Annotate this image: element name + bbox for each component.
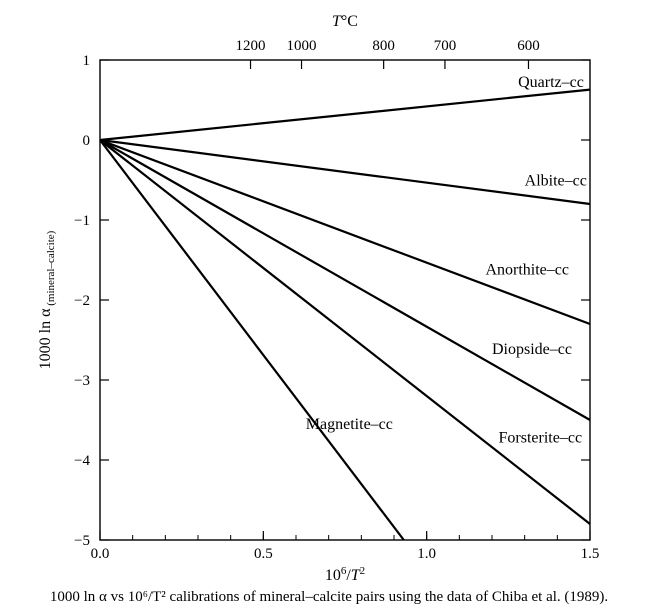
series-label: Magnetite–cc	[306, 416, 393, 433]
series-line	[100, 140, 590, 524]
top-tick-label: 700	[434, 38, 457, 54]
y-tick-label: 1	[83, 53, 91, 69]
series-label: Albite–cc	[525, 172, 587, 189]
series-line	[100, 90, 590, 140]
chart-page: 0.0 0.5 1.0 1.5 106/T2 1 0 −1 −2 −3 −4 −5 1000 ln α …	[0, 0, 658, 612]
top-tick-label: 1000	[287, 38, 317, 54]
top-axis-title: T°C	[332, 13, 358, 30]
y-tick-label: −4	[74, 453, 90, 469]
x-tick-label: 1.5	[581, 546, 600, 562]
series-line	[100, 140, 590, 324]
top-tick-label: 800	[372, 38, 395, 54]
series-line	[100, 140, 590, 420]
y-tick-label: −1	[74, 213, 90, 229]
y-tick-label: −2	[74, 293, 90, 309]
x-tick-label: 0.5	[254, 546, 273, 562]
series-line	[100, 140, 404, 540]
series-label: Quartz–cc	[518, 74, 584, 91]
y-tick-label: −5	[74, 533, 90, 549]
series-line	[100, 140, 590, 204]
series-label: Forsterite–cc	[499, 429, 583, 446]
series-label: Anorthite–cc	[485, 262, 569, 279]
y-axis-title: 1000 ln α (mineral–calcite)	[37, 230, 57, 369]
x-tick-label: 1.0	[417, 546, 436, 562]
top-tick-label: 600	[517, 38, 540, 54]
top-tick-label: 1200	[236, 38, 266, 54]
x-axis-title: 106/T2	[325, 565, 365, 584]
figure-caption: 1000 ln α vs 10⁶/T² calibrations of mine…	[0, 589, 658, 606]
y-tick-label: 0	[83, 133, 91, 149]
y-tick-label: −3	[74, 373, 90, 389]
x-tick-label: 0.0	[91, 546, 110, 562]
fractionation-chart: 0.0 0.5 1.0 1.5 106/T2 1 0 −1 −2 −3 −4 −5 1000 ln α …	[0, 0, 658, 585]
series-label: Diopside–cc	[492, 341, 572, 358]
